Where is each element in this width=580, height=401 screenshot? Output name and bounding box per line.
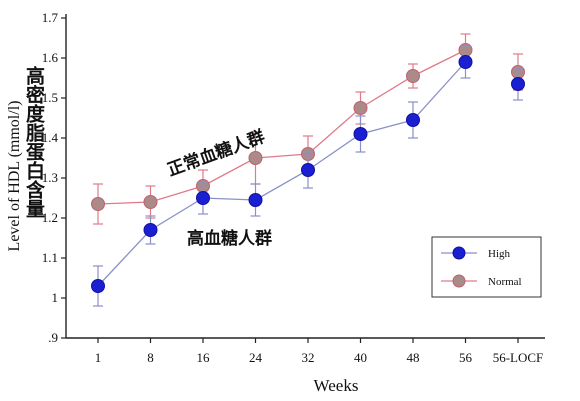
y-tick-label: 1	[52, 290, 59, 305]
x-tick-label: 48	[407, 350, 420, 365]
legend-label: High	[488, 248, 511, 260]
y-tick-label: .9	[48, 330, 58, 345]
y-tick-label: 1.1	[42, 250, 58, 265]
legend-marker	[452, 274, 466, 288]
x-tick-label: 56-LOCF	[493, 350, 544, 365]
x-tick-label: 1	[95, 350, 102, 365]
legend-label: Normal	[488, 276, 522, 288]
series-line	[97, 49, 466, 205]
series-high	[91, 45, 525, 307]
annotation-high: 高血糖人群	[187, 228, 272, 249]
data-point	[143, 223, 158, 237]
x-tick-label: 32	[302, 350, 315, 365]
data-point	[301, 163, 315, 177]
x-axis-label: Weeks	[314, 376, 359, 395]
series-layer	[91, 33, 525, 307]
y-tick-label: 1.3	[42, 170, 58, 185]
y-tick-label: 1.2	[42, 210, 58, 225]
data-point	[458, 55, 473, 69]
x-tick-label: 16	[197, 350, 211, 365]
x-tick-label: 24	[249, 350, 263, 365]
y-tick-label: 1.4	[42, 130, 59, 145]
legend: High Normal	[431, 236, 542, 298]
axes: .9 1 1.1 1.2 1.3 1.4 1.5 1.6 1.7 1 8 16 24 32 40 48 56 56…	[42, 10, 545, 365]
data-point	[511, 77, 525, 91]
y-axis-label-cn: 高密度脂蛋白含量	[23, 65, 45, 218]
x-tick-label: 40	[354, 350, 367, 365]
x-tick-label: 8	[147, 350, 154, 365]
y-axis-label: Level of HDL (mmol/l)	[6, 101, 23, 252]
legend-marker	[452, 246, 466, 260]
series-line	[97, 61, 466, 287]
y-tick-label: 1.6	[42, 50, 59, 65]
data-point	[196, 191, 210, 205]
data-point	[248, 193, 263, 207]
data-point	[406, 113, 420, 127]
x-tick-label: 56	[459, 350, 473, 365]
legend-box	[431, 236, 542, 298]
data-point	[353, 127, 368, 141]
data-point	[91, 279, 105, 293]
y-tick-label: 1.5	[42, 90, 58, 105]
y-tick-label: 1.7	[42, 10, 59, 25]
